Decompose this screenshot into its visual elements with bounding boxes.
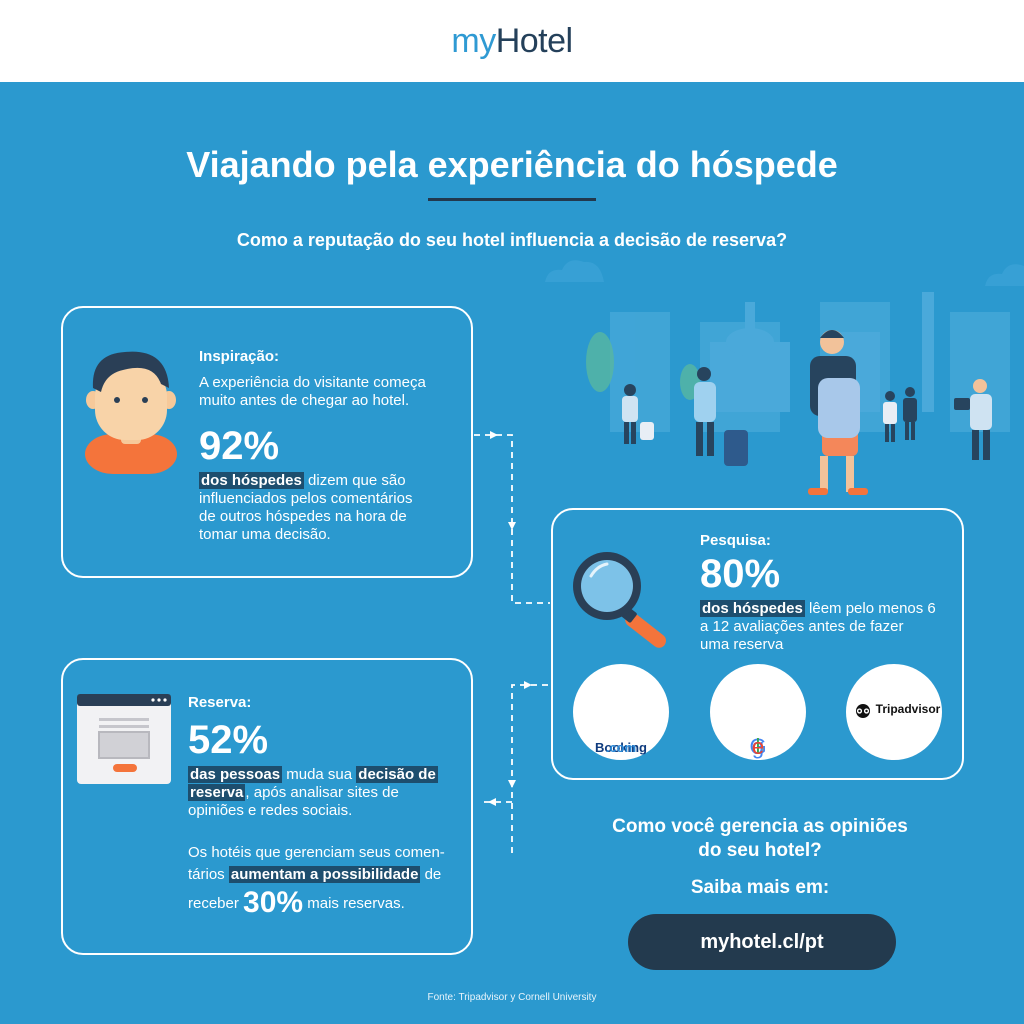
magnifier-icon [573,552,666,648]
pesquisa-card: Pesquisa: 80% dos hóspedes lêem pelo men… [551,508,964,780]
cloud-decoration [545,260,604,282]
reserva-heading: Reserva: [188,694,252,711]
inspiracao-line4: tomar uma decisão. [199,526,331,543]
booking-tld: .com [605,740,637,755]
google-letter: e [751,734,765,759]
cloud-decoration [985,264,1024,286]
travelers-city-illustration [586,292,1010,495]
reserva-note-line1: Os hotéis que gerenciam seus comen- [188,844,445,861]
browser-window-icon [77,694,171,784]
booking-logo[interactable]: Booking .com [573,664,669,760]
reserva-note-line2-start: tários [188,866,229,883]
inspiracao-highlight: dos hóspedes [199,472,304,489]
myhotel-logo[interactable]: myHotel [0,22,1024,61]
google-letter: o [751,734,765,759]
cta-question: Como você gerencia as opiniões do seu ho… [580,815,940,863]
logo-part-hotel: Hotel [495,22,573,60]
tripadvisor-owl-icon [856,704,870,718]
inspiracao-line3: de outros hóspedes na hora de [199,508,407,525]
website-link-button[interactable]: myhotel.cl/pt [628,914,896,970]
google-letter: g [751,734,765,759]
reserva-card: Reserva: 52% das pessoas muda sua decisã… [61,658,473,955]
google-letter: G [749,734,767,759]
google-letter: l [755,734,761,759]
tripadvisor-logo[interactable]: Tripadvisor [846,664,942,760]
person-icon [85,351,177,474]
inspiracao-heading: Inspiração: [199,348,280,365]
google-letter: o [751,734,765,759]
reserva-mid1: muda sua [282,766,357,783]
inspiracao-card: Inspiração: A experiência do visitante c… [61,306,473,578]
inspiracao-stat: 92% [199,424,280,468]
pesquisa-body: dos hóspedes lêem pelo menos 6 a 12 aval… [700,600,960,654]
page-subtitle: Como a reputação do seu hotel influencia… [236,230,788,250]
pesquisa-line2: a 12 avaliações antes de fazer [700,618,904,635]
reserva-note-line2-end: de [420,866,442,883]
reserva-line3: opiniões e redes sociais. [188,802,353,819]
reserva-stat: 52% [188,718,269,762]
learn-more-label: Saiba mais em: [690,877,830,898]
inspiracao-intro: A experiência do visitante começa muito … [199,374,426,409]
page-title: Viajando pela experiência do hóspede [186,144,838,185]
inspiracao-line1: dizem que são [303,472,406,489]
reserva-note-line3-start: receber [188,895,244,912]
reserva-body: das pessoas muda sua decisão de reserva,… [188,766,468,820]
pesquisa-line3: uma reserva [700,636,784,653]
title-underline [428,198,596,201]
infographic-body: Viajando pela experiência do hóspede Com… [0,82,1024,1024]
inspiracao-line2: influenciados pelos comentários [199,490,413,507]
source-citation: Fonte: Tripadvisor y Cornell University [427,992,597,1003]
reserva-note: Os hotéis que gerenciam seus comen- tári… [188,842,473,918]
reserva-highlight-possibility: aumentam a possibilidade [228,866,421,883]
reserva-stat-30: 30% [243,886,304,919]
reserva-highlight-people: das pessoas [188,766,283,783]
header: myHotel [0,0,1024,82]
pesquisa-highlight: dos hóspedes [700,600,805,617]
inspiracao-body: dos hóspedes dizem que são influenciados… [199,472,469,544]
booking-name: Booking [595,740,647,755]
reserva-highlight-decision: decisão de [356,766,438,783]
flow-connector [474,431,550,857]
reserva-highlight-reservation: reserva [188,784,246,801]
reserva-line2: , após analisar sites de [245,784,399,801]
tripadvisor-wordmark: Tripadvisor [875,702,941,716]
pesquisa-heading: Pesquisa: [700,532,771,549]
logo-part-my: my [451,22,496,60]
cta-question-line2: do seu hotel? [698,840,822,861]
cta-question-line1: Como você gerencia as opiniões [612,816,908,837]
reserva-note-line3-end: mais reservas. [303,895,405,912]
pesquisa-line1: lêem pelo menos 6 [804,600,936,617]
pesquisa-stat: 80% [700,552,781,596]
